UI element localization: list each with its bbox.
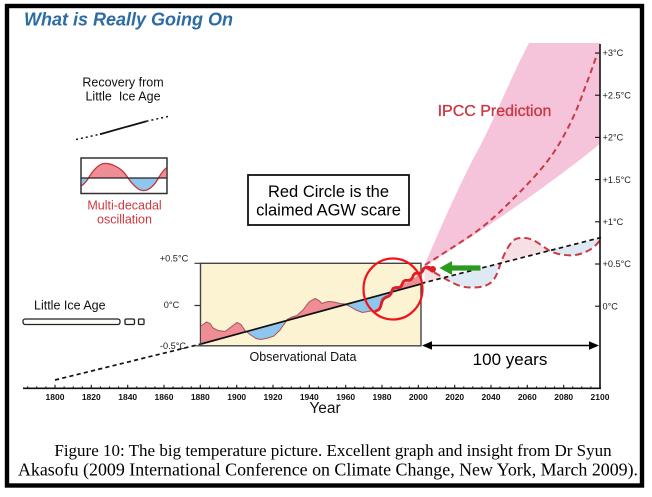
svg-text:What is Really Going On: What is Really Going On xyxy=(24,10,233,30)
svg-text:+2°C: +2°C xyxy=(603,133,624,143)
svg-text:Little Ice Age: Little Ice Age xyxy=(34,299,106,313)
svg-text:2080: 2080 xyxy=(554,392,573,402)
svg-text:claimed AGW scare: claimed AGW scare xyxy=(256,202,401,220)
svg-text:100 years: 100 years xyxy=(473,350,548,369)
svg-text:1980: 1980 xyxy=(373,392,392,402)
svg-text:IPCC Prediction: IPCC Prediction xyxy=(438,103,552,120)
svg-text:1880: 1880 xyxy=(191,392,210,402)
svg-text:Observational Data: Observational Data xyxy=(249,350,356,364)
svg-text:1900: 1900 xyxy=(227,392,246,402)
svg-text:0°C: 0°C xyxy=(164,300,180,310)
svg-text:+2.5°C: +2.5°C xyxy=(603,90,632,100)
svg-text:Recovery from: Recovery from xyxy=(82,76,163,90)
svg-text:+0.5°C: +0.5°C xyxy=(160,254,189,264)
svg-text:Akasofu (2009 International Co: Akasofu (2009 International Conference o… xyxy=(18,460,638,481)
svg-text:+1.5°C: +1.5°C xyxy=(603,175,632,185)
svg-text:2000: 2000 xyxy=(409,392,428,402)
svg-text:Year: Year xyxy=(309,400,340,417)
svg-text:+0.5°C: +0.5°C xyxy=(603,259,632,269)
svg-text:+1°C: +1°C xyxy=(603,217,624,227)
svg-text:2060: 2060 xyxy=(518,392,537,402)
svg-text:Figure 10: The big temperature: Figure 10: The big temperature picture. … xyxy=(54,441,612,460)
svg-text:1800: 1800 xyxy=(46,392,65,402)
svg-text:1840: 1840 xyxy=(118,392,137,402)
svg-text:0°C: 0°C xyxy=(603,301,619,311)
svg-text:Little Ice Age: Little Ice Age xyxy=(85,90,160,104)
svg-text:1920: 1920 xyxy=(264,392,283,402)
svg-text:2020: 2020 xyxy=(445,392,464,402)
svg-text:oscillation: oscillation xyxy=(97,213,152,227)
svg-text:2100: 2100 xyxy=(591,392,610,402)
svg-text:Red Circle is the: Red Circle is the xyxy=(268,183,389,201)
svg-text:-0.5°C: -0.5°C xyxy=(160,341,187,351)
svg-text:1860: 1860 xyxy=(155,392,174,402)
svg-text:1820: 1820 xyxy=(82,392,101,402)
svg-text:2040: 2040 xyxy=(482,392,501,402)
svg-text:Multi-decadal: Multi-decadal xyxy=(87,199,161,213)
svg-text:+3°C: +3°C xyxy=(603,48,624,58)
svg-text:1960: 1960 xyxy=(336,392,355,402)
svg-text:1940: 1940 xyxy=(300,392,319,402)
